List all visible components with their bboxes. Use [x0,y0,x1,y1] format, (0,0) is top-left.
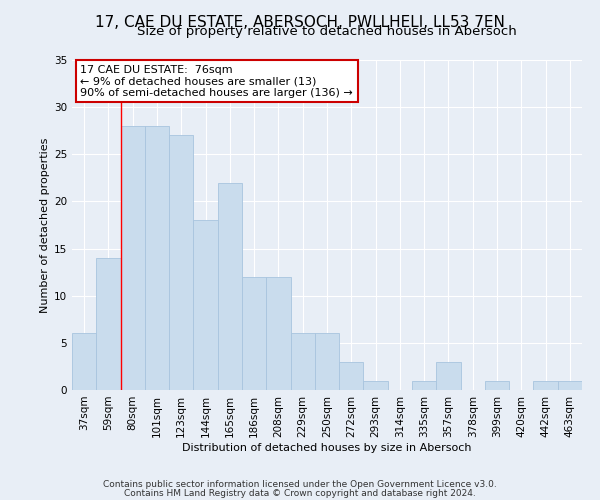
Bar [96,258,121,390]
Y-axis label: Number of detached properties: Number of detached properties [40,138,50,312]
Bar [485,380,509,390]
Bar [533,380,558,390]
Title: Size of property relative to detached houses in Abersoch: Size of property relative to detached ho… [137,25,517,38]
Bar [121,126,145,390]
X-axis label: Distribution of detached houses by size in Abersoch: Distribution of detached houses by size … [182,442,472,452]
Text: Contains public sector information licensed under the Open Government Licence v3: Contains public sector information licen… [103,480,497,489]
Text: 17 CAE DU ESTATE:  76sqm
← 9% of detached houses are smaller (13)
90% of semi-de: 17 CAE DU ESTATE: 76sqm ← 9% of detached… [80,64,353,98]
Bar [169,136,193,390]
Text: Contains HM Land Registry data © Crown copyright and database right 2024.: Contains HM Land Registry data © Crown c… [124,488,476,498]
Bar [218,182,242,390]
Bar [193,220,218,390]
Bar [315,334,339,390]
Text: 17, CAE DU ESTATE, ABERSOCH, PWLLHELI, LL53 7EN: 17, CAE DU ESTATE, ABERSOCH, PWLLHELI, L… [95,15,505,30]
Bar [72,334,96,390]
Bar [290,334,315,390]
Bar [364,380,388,390]
Bar [339,362,364,390]
Bar [145,126,169,390]
Bar [412,380,436,390]
Bar [242,277,266,390]
Bar [558,380,582,390]
Bar [266,277,290,390]
Bar [436,362,461,390]
